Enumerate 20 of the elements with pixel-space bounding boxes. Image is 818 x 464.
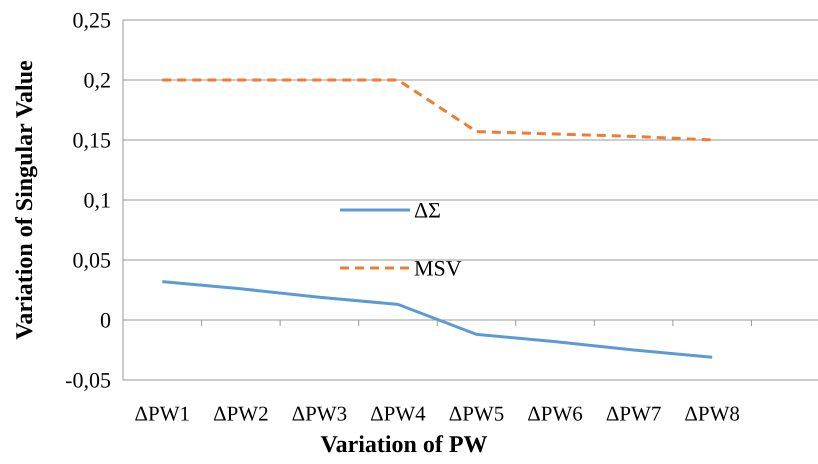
x-tick-label: ΔPW7 xyxy=(606,401,662,426)
y-tick-label: 0,25 xyxy=(72,8,111,33)
x-tick-label: ΔPW4 xyxy=(370,401,426,426)
x-tick-label: ΔPW6 xyxy=(527,401,583,426)
y-tick-label: -0,05 xyxy=(65,368,111,393)
y-tick-label: 0 xyxy=(100,308,111,333)
x-tick-label: ΔPW8 xyxy=(684,401,740,426)
y-tick-label: 0,1 xyxy=(84,188,111,213)
x-tick-label: ΔPW2 xyxy=(213,401,269,426)
y-tick-label: 0,15 xyxy=(72,128,111,153)
x-axis-title: Variation of PW xyxy=(320,432,488,458)
y-axis-title: Variation of Singular Value xyxy=(12,60,38,340)
line-series xyxy=(160,280,714,359)
legend-label: MSV xyxy=(414,256,462,281)
y-tick-label: 0,2 xyxy=(84,68,111,93)
y-tick-label: 0,05 xyxy=(72,248,111,273)
legend-label: ΔΣ xyxy=(414,198,441,223)
x-tick-label: ΔPW5 xyxy=(448,401,504,426)
x-tick-label: ΔPW3 xyxy=(292,401,348,426)
x-tick-label: ΔPW1 xyxy=(134,401,190,426)
